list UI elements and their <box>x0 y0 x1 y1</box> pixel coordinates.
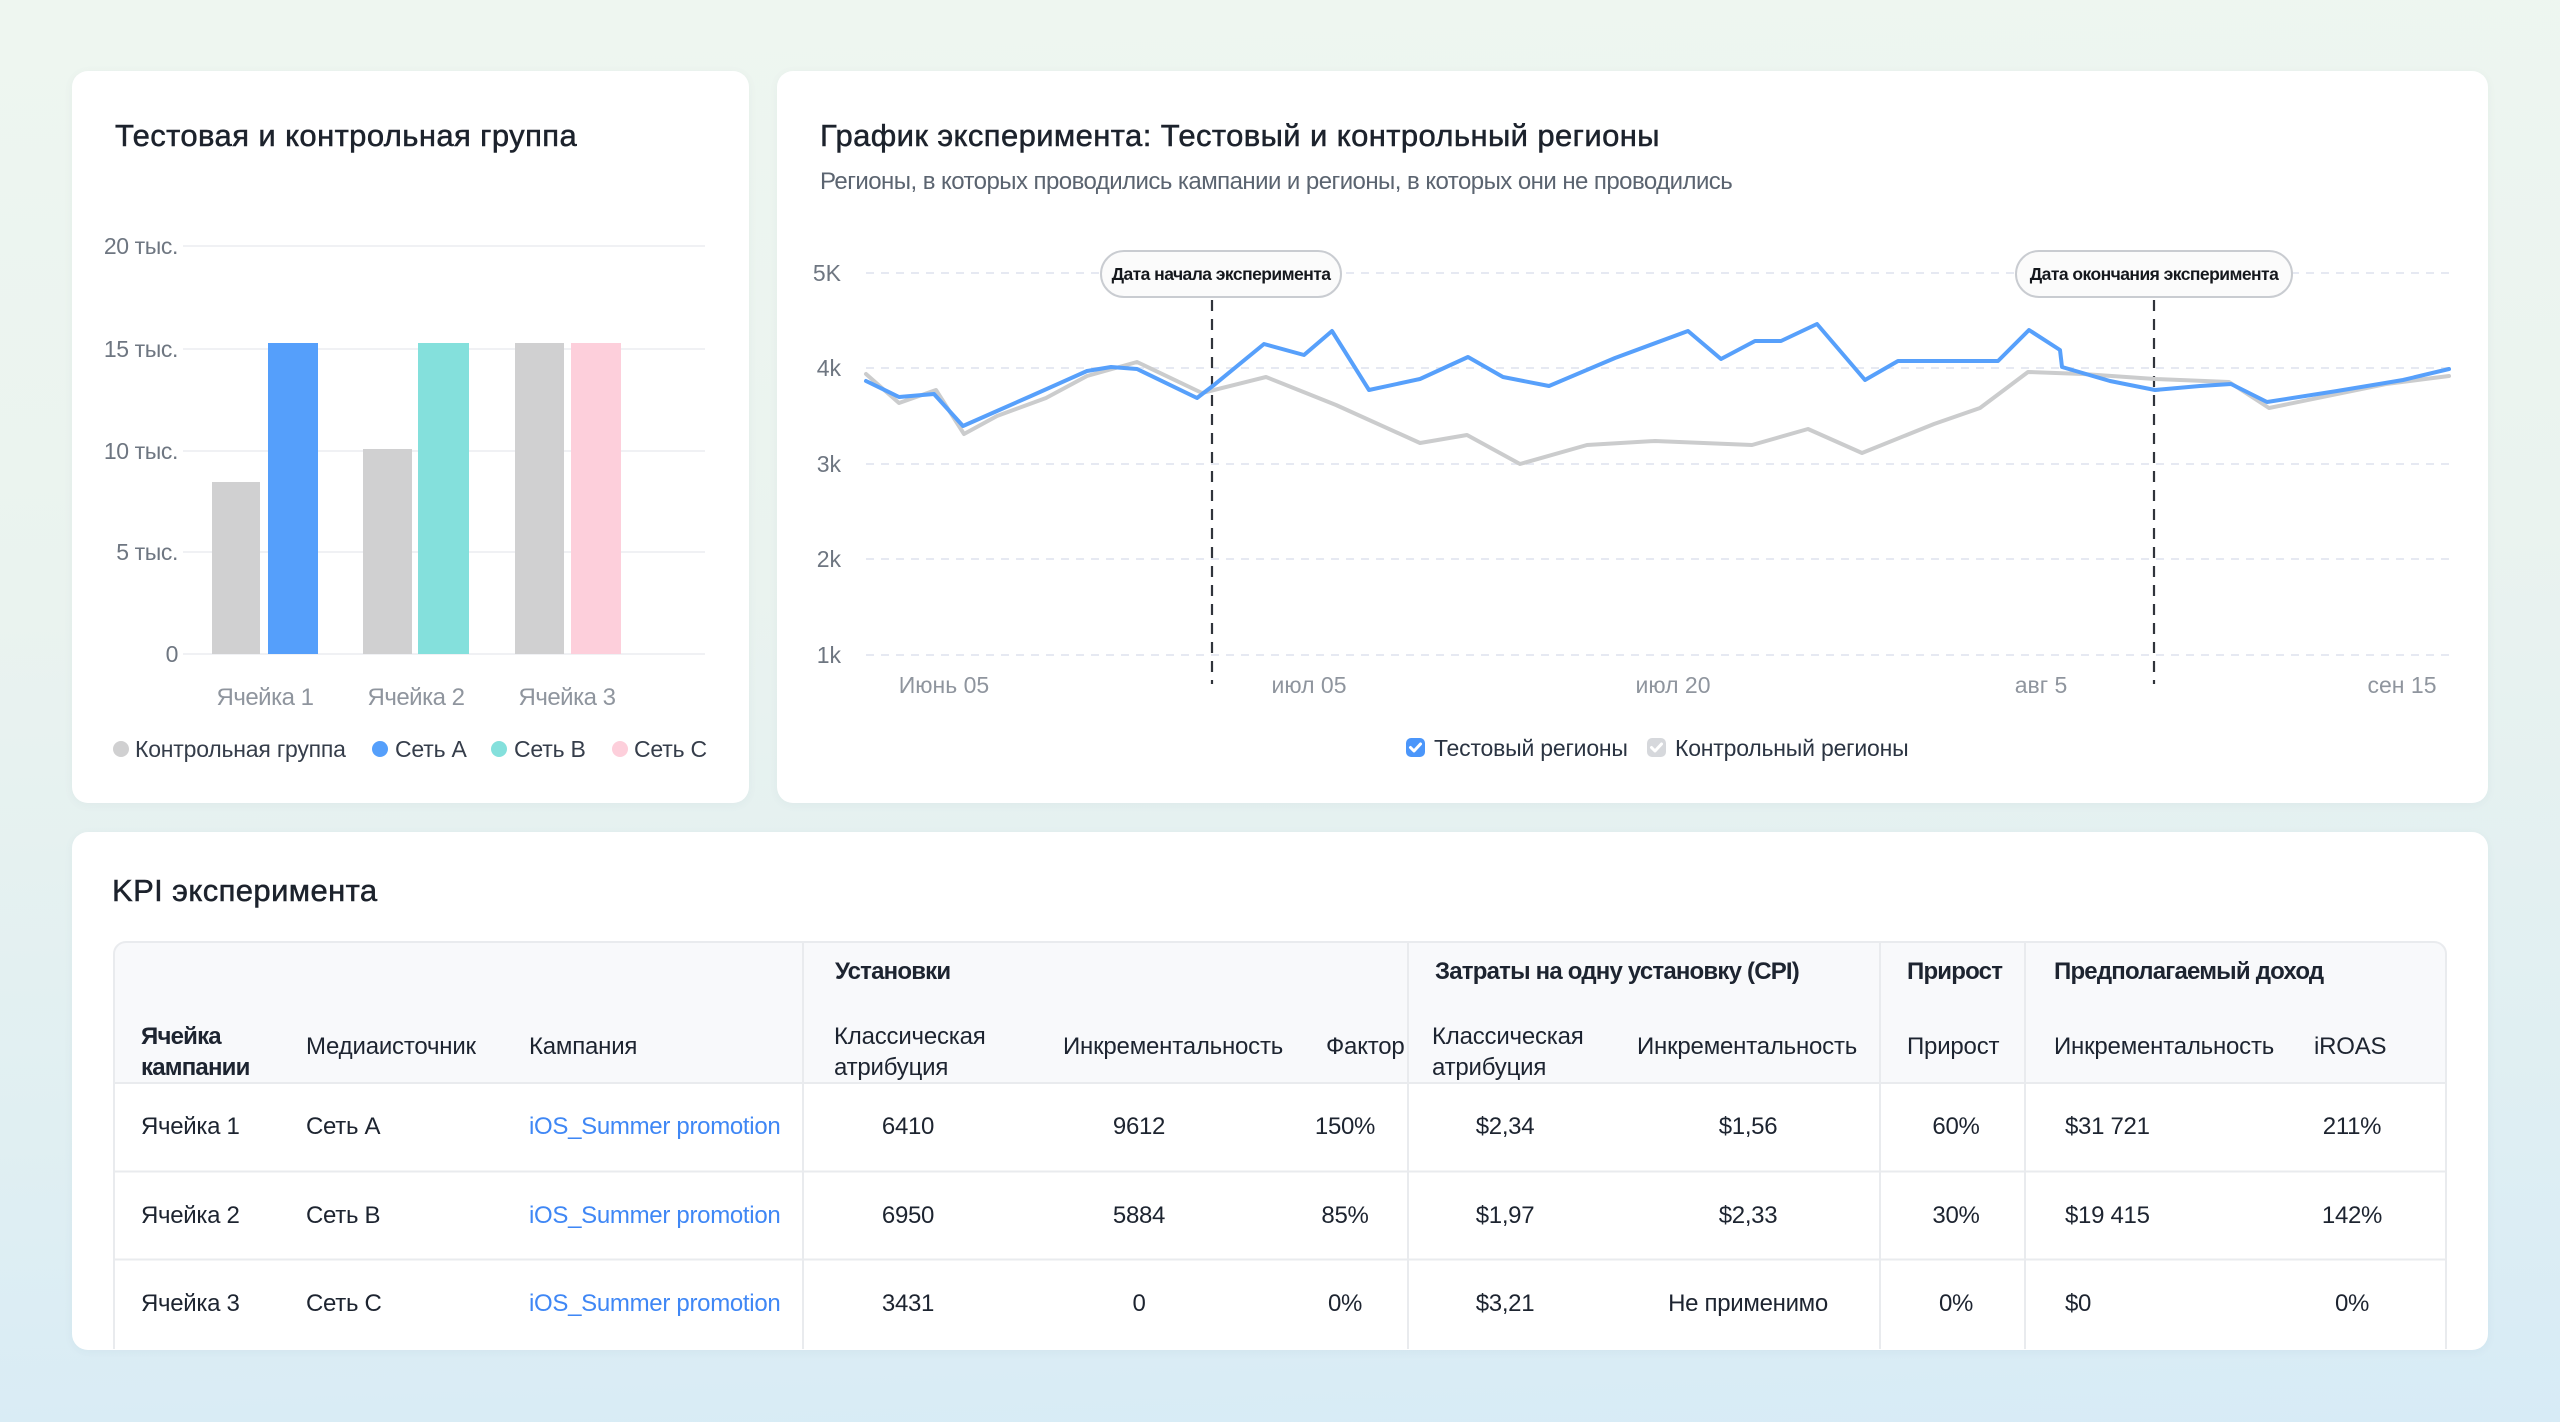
svg-text:3k: 3k <box>817 451 842 477</box>
svg-text:Ячейка 2: Ячейка 2 <box>368 684 465 711</box>
svg-text:Сеть B: Сеть B <box>514 736 586 762</box>
svg-text:авг 5: авг 5 <box>2015 672 2068 698</box>
svg-text:Июнь 05: Июнь 05 <box>899 672 989 698</box>
svg-text:4k: 4k <box>817 355 842 381</box>
svg-text:5 тыс.: 5 тыс. <box>116 539 178 565</box>
svg-text:Ячейка 3: Ячейка 3 <box>519 684 616 711</box>
svg-text:1k: 1k <box>817 642 842 668</box>
svg-text:сен 15: сен 15 <box>2368 672 2437 698</box>
svg-text:Контрольная группа: Контрольная группа <box>135 736 346 762</box>
svg-text:Дата начала эксперимента: Дата начала эксперимента <box>1112 264 1332 284</box>
svg-text:Сеть C: Сеть C <box>634 736 707 762</box>
svg-text:10 тыс.: 10 тыс. <box>104 438 178 464</box>
svg-text:15 тыс.: 15 тыс. <box>104 336 178 362</box>
svg-text:5K: 5K <box>813 260 842 286</box>
svg-text:Сеть А: Сеть А <box>395 736 468 762</box>
svg-text:Контрольный регионы: Контрольный регионы <box>1675 735 1908 761</box>
svg-text:июл 20: июл 20 <box>1636 672 1711 698</box>
svg-text:20 тыс.: 20 тыс. <box>104 233 178 259</box>
svg-text:июл 05: июл 05 <box>1272 672 1347 698</box>
svg-text:2k: 2k <box>817 546 842 572</box>
svg-text:Дата окончания эксперимента: Дата окончания эксперимента <box>2030 264 2279 284</box>
svg-text:Ячейка 1: Ячейка 1 <box>217 684 314 711</box>
svg-text:0: 0 <box>166 641 178 667</box>
svg-text:Тестовый регионы: Тестовый регионы <box>1434 735 1628 761</box>
